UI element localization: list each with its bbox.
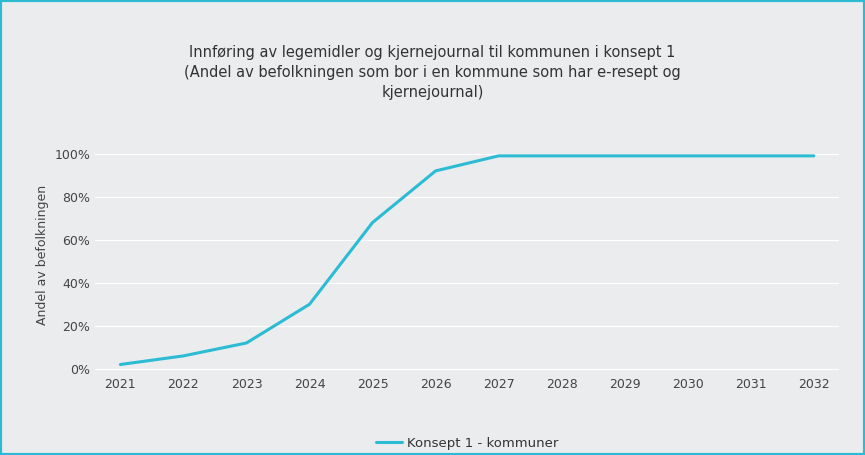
Legend: Konsept 1 - kommuner: Konsept 1 - kommuner [370, 432, 564, 455]
Konsept 1 - kommuner [431, 168, 441, 174]
Konsept 1 - kommuner [556, 153, 567, 159]
Konsept 1 - kommuner [178, 353, 189, 359]
Konsept 1 - kommuner [619, 153, 630, 159]
Konsept 1 - kommuner [241, 340, 252, 346]
Konsept 1 - kommuner [682, 153, 693, 159]
Konsept 1 - kommuner [368, 220, 378, 225]
Line: Konsept 1 - kommuner: Konsept 1 - kommuner [120, 156, 814, 364]
Konsept 1 - kommuner [493, 153, 503, 159]
Y-axis label: Andel av befolkningen: Andel av befolkningen [35, 185, 48, 325]
Konsept 1 - kommuner [115, 362, 125, 367]
Konsept 1 - kommuner [746, 153, 756, 159]
Konsept 1 - kommuner [304, 302, 315, 307]
Konsept 1 - kommuner [809, 153, 819, 159]
Text: Innføring av legemidler og kjernejournal til kommunen i konsept 1
(Andel av befo: Innføring av legemidler og kjernejournal… [184, 46, 681, 100]
